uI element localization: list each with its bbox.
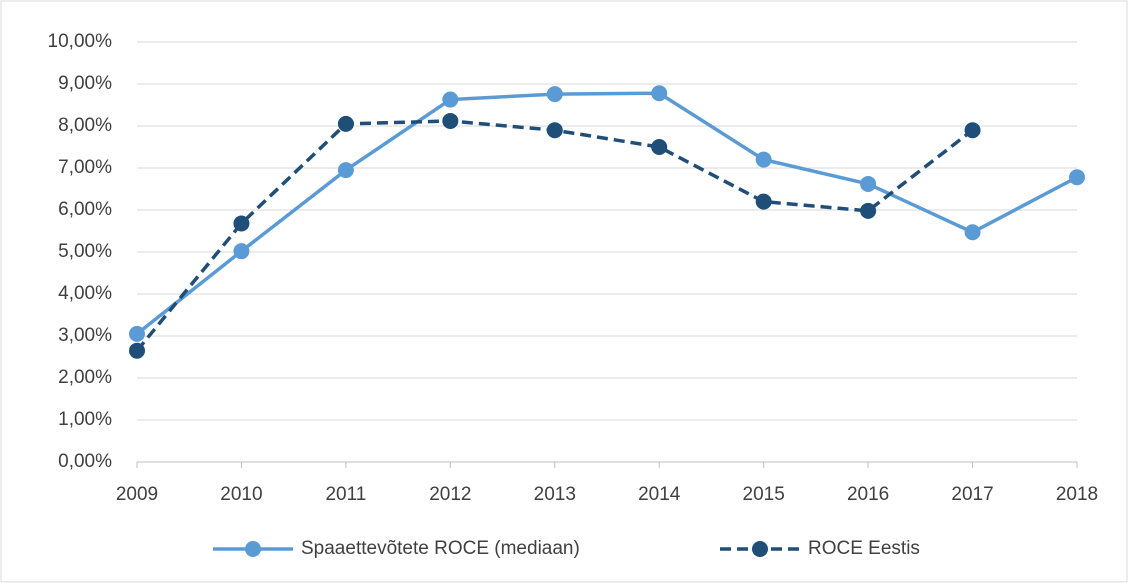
x-tick-label: 2014 [638,484,681,505]
legend-marker [752,541,768,557]
x-tick-label: 2013 [534,484,576,505]
data-point [546,86,563,103]
y-tick-label: 0,00% [58,451,112,472]
x-tick-label: 2010 [220,484,262,505]
data-point [233,215,250,232]
x-tick-label: 2016 [847,484,889,505]
y-tick-label: 7,00% [58,157,112,178]
y-tick-label: 8,00% [58,115,112,136]
y-tick-label: 3,00% [58,325,112,346]
data-point [964,224,981,241]
data-point [337,162,354,179]
data-point [651,85,668,102]
data-point [442,91,459,108]
x-tick-label: 2012 [429,484,471,505]
data-point [755,193,772,210]
data-point [964,122,981,139]
legend-label: Spaaettevõtete ROCE (mediaan) [301,538,580,559]
data-point [860,202,877,219]
data-point [337,115,354,132]
data-point [1069,169,1085,186]
y-tick-label: 9,00% [58,73,112,94]
x-tick-label: 2017 [951,484,993,505]
data-point [129,342,145,359]
data-point [860,175,877,192]
data-point [755,151,772,168]
legend-label: ROCE Eestis [808,538,920,559]
data-point [442,112,459,129]
y-tick-label: 2,00% [58,367,112,388]
x-tick-label: 2018 [1056,484,1098,505]
x-tick-label: 2009 [116,484,158,505]
data-point [546,122,563,139]
y-tick-label: 5,00% [58,241,112,262]
y-tick-label: 6,00% [58,199,112,220]
data-point [651,139,668,155]
data-point [233,243,250,260]
data-point [129,325,145,342]
y-tick-label: 4,00% [58,283,112,304]
legend-marker [245,541,261,557]
x-tick-label: 2015 [743,484,785,505]
y-tick-label: 10,00% [48,31,113,52]
y-tick-label: 1,00% [58,409,112,430]
series-line [135,91,1078,336]
x-tick-label: 2011 [325,484,366,505]
